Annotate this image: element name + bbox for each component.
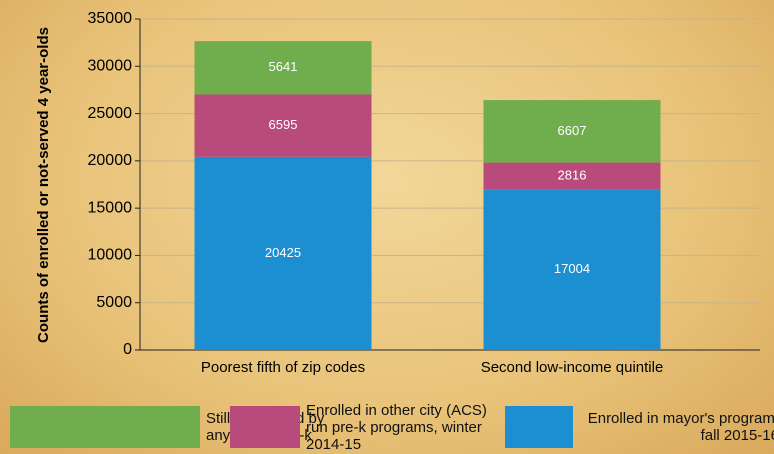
legend-swatch	[505, 406, 573, 448]
y-tick-label: 35000	[88, 10, 133, 27]
bar-segment	[194, 94, 372, 157]
y-tick-label: 15000	[88, 199, 133, 216]
y-tick-label: 10000	[88, 247, 133, 264]
bar-segment	[483, 189, 661, 350]
y-tick-label: 25000	[88, 105, 133, 122]
y-tick-label: 30000	[88, 58, 133, 75]
legend-swatch	[230, 406, 300, 448]
y-tick-label: 5000	[96, 294, 132, 311]
legend-item: Enrolled in mayor's program, fall 2015-1…	[505, 400, 774, 454]
y-tick-label: 0	[123, 341, 132, 358]
data-label: 17004	[554, 261, 590, 276]
bar-segment	[194, 41, 372, 95]
x-tick-label: Poorest fifth of zip codes	[201, 359, 365, 376]
data-label: 5641	[269, 59, 298, 74]
x-tick-label: Second low-income quintile	[481, 359, 664, 376]
data-label: 2816	[558, 167, 587, 182]
y-tick-label: 20000	[88, 152, 133, 169]
legend-label: Enrolled in mayor's program, fall 2015-1…	[587, 410, 774, 444]
y-axis-label: Counts of enrolled or not-served 4 year-…	[35, 27, 52, 343]
data-label: 6607	[558, 123, 587, 138]
chart: Counts of enrolled or not-served 4 year-…	[35, 10, 760, 376]
data-label: 20425	[265, 245, 301, 260]
legend-swatch	[10, 406, 200, 448]
bar-segment	[194, 156, 372, 350]
bar-segment	[483, 162, 661, 190]
data-label: 6595	[269, 117, 298, 132]
legend-label: Enrolled in other city (ACS) run pre-k p…	[306, 401, 487, 453]
legend-item: Enrolled in other city (ACS) run pre-k p…	[230, 400, 491, 454]
bar-segment	[483, 100, 661, 163]
